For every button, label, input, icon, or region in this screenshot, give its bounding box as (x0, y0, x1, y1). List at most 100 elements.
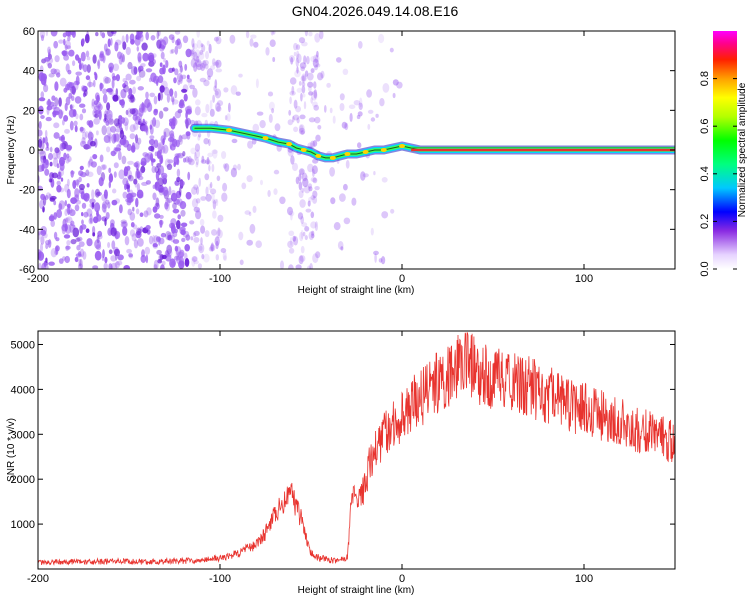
snr-series-line (38, 332, 675, 566)
noise-blob (248, 211, 252, 217)
noise-blob (74, 256, 79, 263)
noise-blob (155, 39, 163, 48)
noise-blob (119, 99, 125, 106)
noise-blob (158, 110, 164, 120)
noise-blob (114, 133, 120, 143)
noise-blob (332, 115, 336, 124)
noise-blob (189, 49, 196, 55)
noise-blob (41, 262, 46, 269)
noise-blob (191, 258, 196, 267)
noise-blob (221, 151, 227, 159)
noise-blob (344, 122, 349, 131)
spectrogram-y-tick-label: 40 (23, 66, 35, 78)
noise-blob (39, 65, 44, 75)
noise-blob (152, 75, 160, 84)
noise-blob (301, 41, 308, 47)
noise-blob (125, 33, 129, 43)
noise-blob (134, 141, 140, 150)
noise-blob (154, 181, 160, 191)
spectrogram-frame (37, 30, 676, 270)
noise-blob (45, 31, 49, 37)
noise-blob (301, 85, 306, 94)
noise-blob (40, 34, 45, 41)
noise-blob (98, 109, 102, 120)
noise-blob (85, 228, 90, 233)
noise-blob (252, 205, 257, 213)
noise-blob (308, 86, 312, 92)
noise-blob (312, 196, 318, 204)
noise-blob (290, 213, 293, 221)
spectrogram-y-tick-label: 20 (23, 105, 35, 117)
noise-blob (38, 252, 42, 259)
noise-blob (203, 79, 210, 87)
spectrogram-x-tick-label: 0 (399, 273, 405, 285)
noise-blob (55, 246, 59, 255)
noise-blob (91, 189, 95, 200)
noise-blob (53, 122, 60, 129)
noise-blob (187, 78, 193, 88)
noise-blob (314, 64, 318, 71)
noise-blob (38, 231, 41, 241)
noise-blob (307, 81, 314, 88)
noise-blob (108, 263, 113, 269)
noise-blob (44, 129, 48, 138)
noise-blob (110, 227, 117, 237)
noise-blob (213, 61, 220, 66)
noise-blob (195, 161, 199, 168)
noise-blob (215, 59, 222, 68)
colorbar-tick-label: 0.0 (699, 261, 711, 276)
noise-blob (115, 122, 121, 129)
noise-blob (49, 178, 53, 183)
noise-blob (217, 214, 224, 223)
noise-blob (130, 38, 135, 45)
noise-blob (121, 155, 127, 165)
noise-blob (305, 208, 312, 213)
noise-blob (47, 62, 52, 69)
noise-blob (40, 193, 46, 201)
noise-blob (122, 177, 129, 186)
noise-blob (117, 51, 122, 60)
noise-blob (65, 96, 71, 106)
noise-blob (203, 253, 210, 263)
noise-blob (173, 77, 177, 84)
noise-blob (249, 38, 254, 47)
noise-blob (168, 222, 175, 229)
noise-blob (214, 79, 218, 89)
noise-blob (109, 265, 113, 269)
noise-blob (174, 110, 182, 119)
noise-blob (124, 121, 129, 131)
noise-blob (115, 88, 119, 97)
noise-blob (169, 143, 176, 151)
noise-blob (313, 104, 320, 111)
noise-blob (353, 100, 361, 106)
noise-blob (152, 234, 155, 244)
noise-blob (136, 137, 142, 145)
noise-blob (55, 237, 60, 242)
noise-blob (142, 118, 145, 124)
noise-blob (42, 206, 45, 213)
noise-blob (184, 258, 190, 267)
noise-blob (124, 183, 127, 190)
noise-blob (201, 44, 206, 53)
noise-blob (211, 149, 218, 155)
noise-blob (63, 38, 66, 46)
noise-blob (87, 131, 94, 141)
noise-blob (273, 169, 280, 175)
noise-blob (119, 129, 125, 140)
snr-y-tick-label: 4000 (11, 384, 35, 396)
noise-blob (198, 51, 205, 60)
noise-blob (110, 125, 117, 133)
trace-hotspot (380, 148, 387, 152)
noise-blob (107, 38, 111, 48)
noise-blob (61, 50, 68, 56)
noise-blob (93, 79, 96, 88)
noise-blob (75, 113, 79, 120)
noise-blob (367, 123, 371, 130)
noise-blob (99, 83, 104, 90)
noise-blob (171, 261, 176, 266)
noise-blob (49, 146, 53, 153)
noise-blob (298, 168, 305, 175)
noise-blob (117, 150, 122, 161)
noise-blob (145, 91, 149, 100)
noise-blob (187, 171, 191, 181)
